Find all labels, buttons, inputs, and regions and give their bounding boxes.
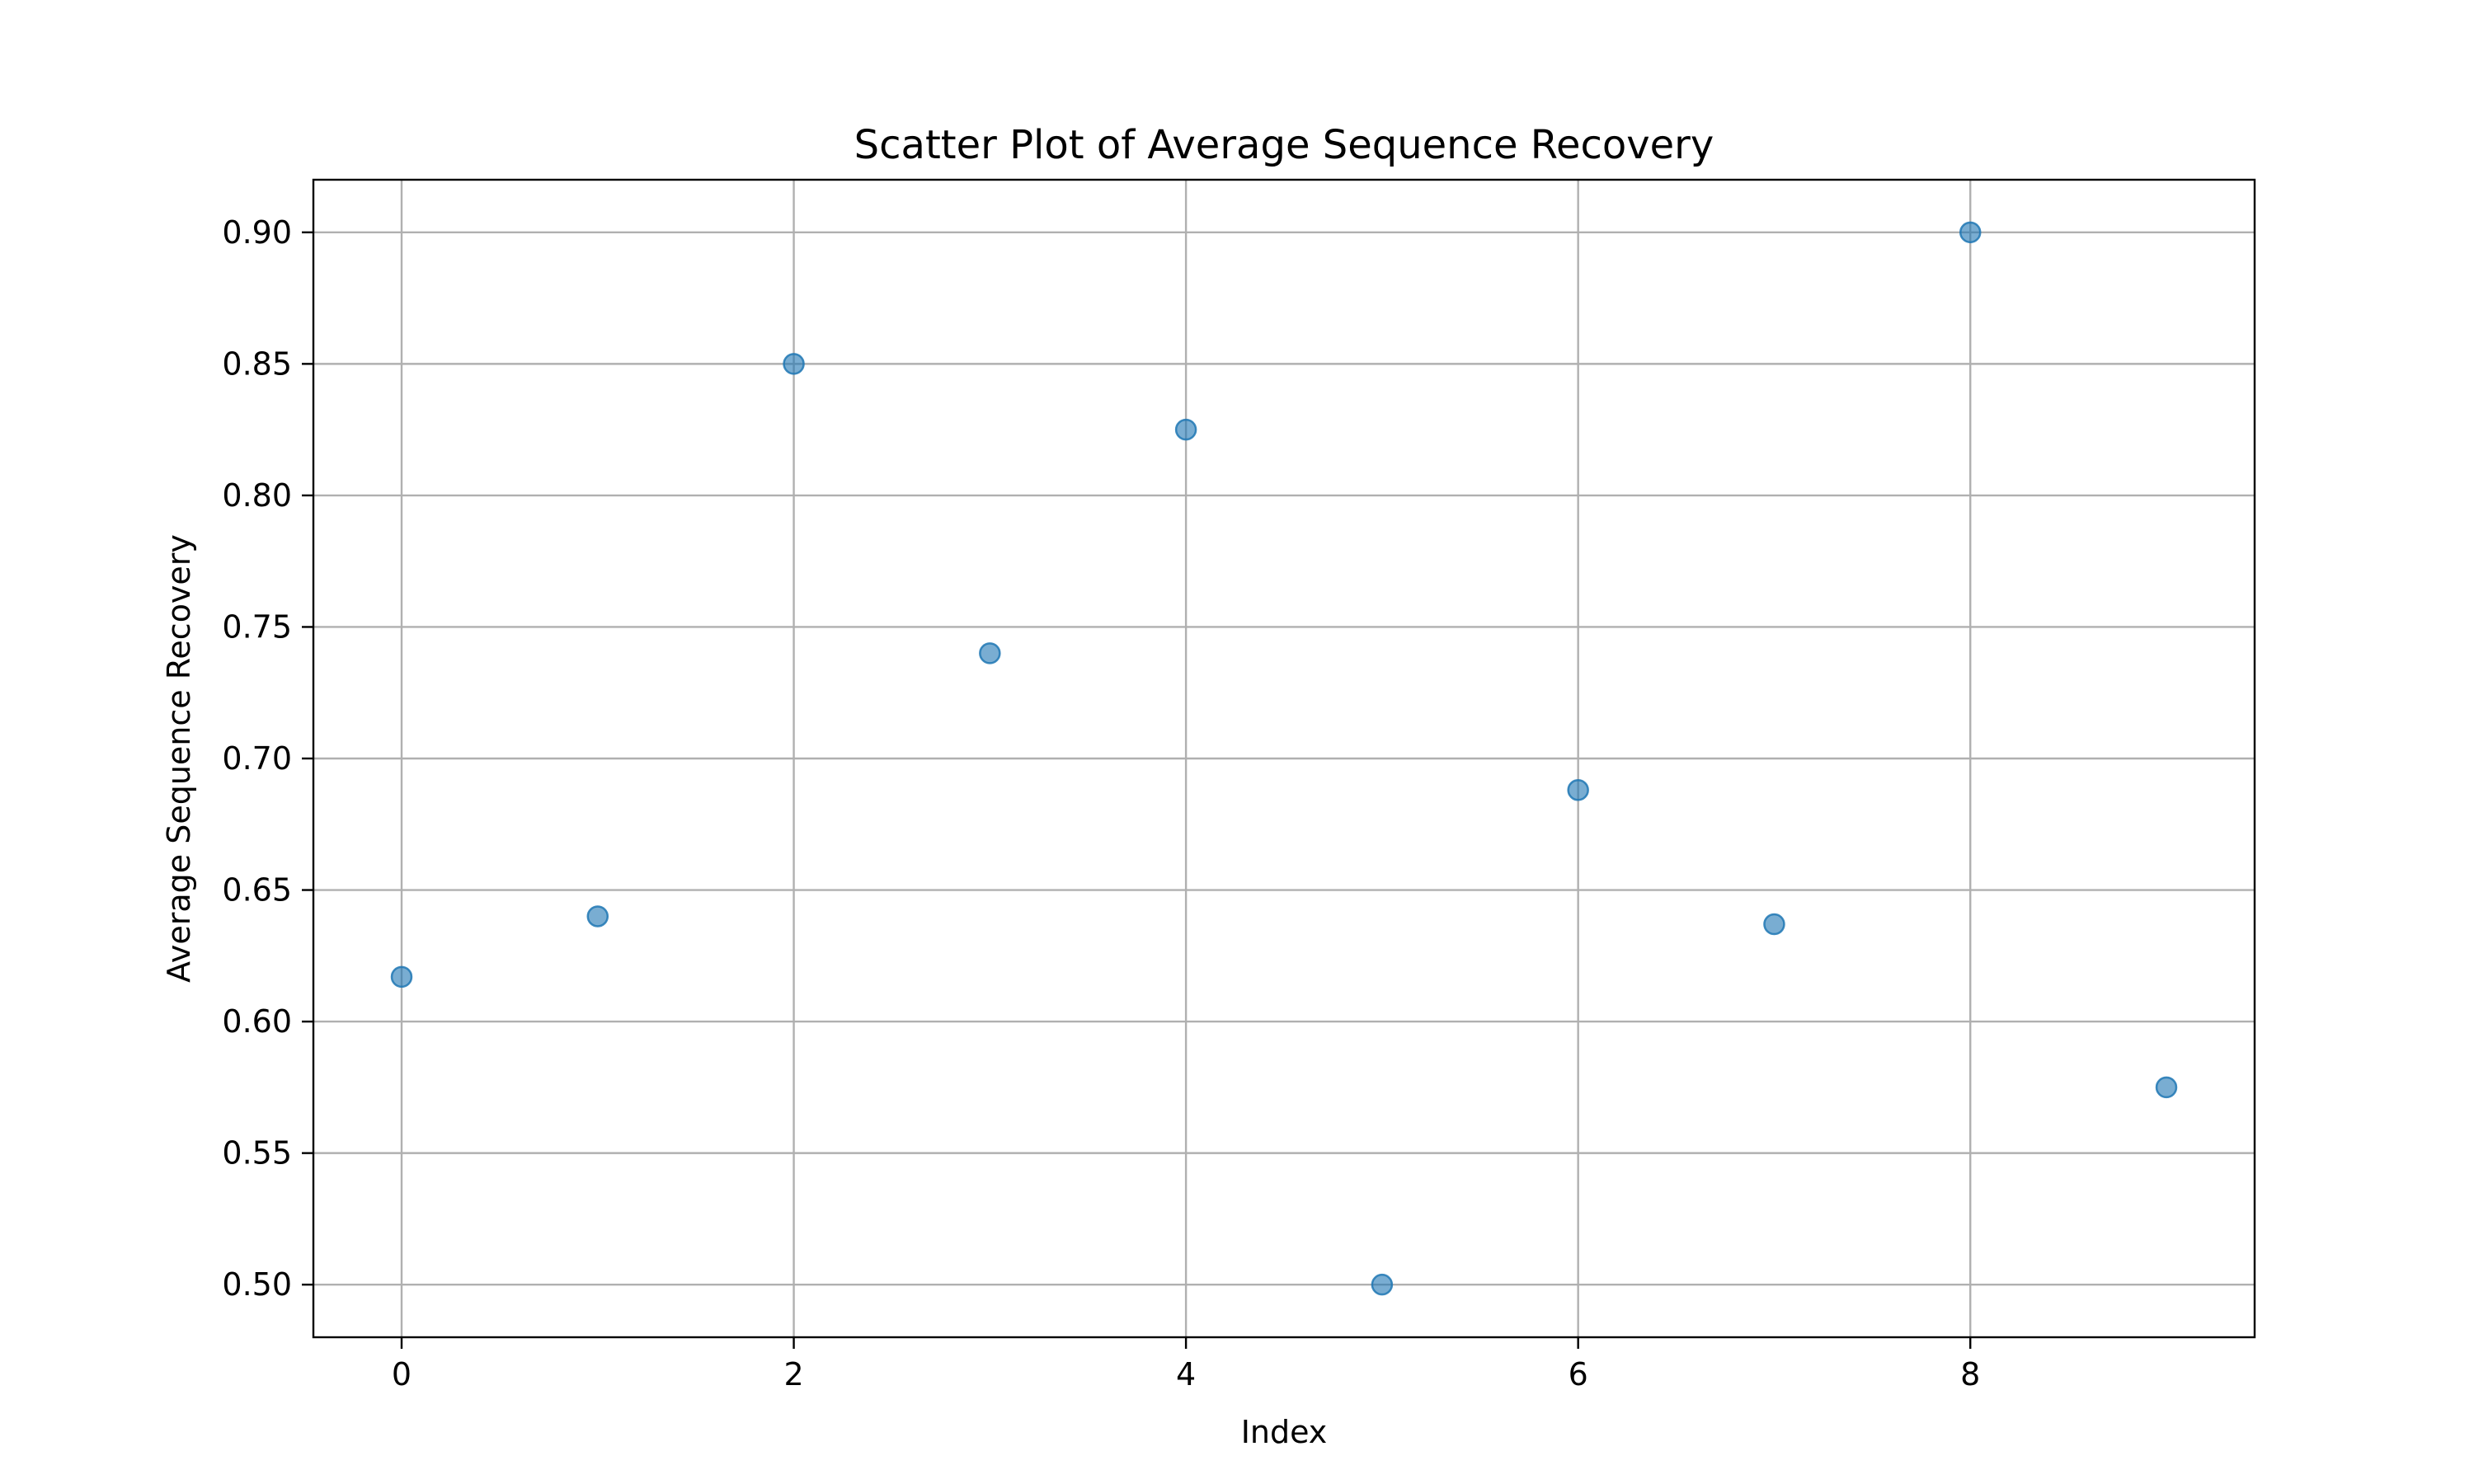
y-tick-label: 0.50 xyxy=(222,1266,292,1303)
tick-layer: 0 2 4 6 8 0.50 0.55 0.60 0.65 0.70 0.75 0.80 0.85 0.9… xyxy=(222,214,1980,1392)
y-tick-label: 0.85 xyxy=(222,345,292,382)
data-point xyxy=(586,905,609,928)
data-point xyxy=(1567,779,1589,801)
x-tick-label: 4 xyxy=(1176,1356,1196,1392)
y-tick-label: 0.80 xyxy=(222,477,292,514)
data-point xyxy=(1763,913,1785,936)
y-tick-label: 0.55 xyxy=(222,1135,292,1172)
data-point xyxy=(979,642,1001,665)
x-tick-label: 6 xyxy=(1569,1356,1588,1392)
plot-frame xyxy=(312,178,2256,1339)
x-tick-label: 8 xyxy=(1960,1356,1980,1392)
data-point xyxy=(1174,418,1197,441)
y-tick-label: 0.75 xyxy=(222,608,292,645)
y-tick-label: 0.60 xyxy=(222,1003,292,1040)
chart-title: Scatter Plot of Average Sequence Recover… xyxy=(854,122,1714,168)
data-point xyxy=(1959,221,1982,244)
y-tick-label: 0.65 xyxy=(222,872,292,909)
data-point xyxy=(2155,1076,2178,1099)
grid-layer xyxy=(313,180,2255,1337)
y-tick-label: 0.70 xyxy=(222,740,292,777)
x-axis-label: Index xyxy=(1241,1414,1328,1450)
x-tick-label: 0 xyxy=(392,1356,412,1392)
y-axis-label: Average Sequence Recovery xyxy=(161,534,197,983)
data-point xyxy=(390,965,413,989)
points-layer xyxy=(390,221,2178,1296)
data-point xyxy=(1371,1273,1394,1296)
x-tick-label: 2 xyxy=(783,1356,803,1392)
data-point xyxy=(783,353,805,375)
y-tick-label: 0.90 xyxy=(222,214,292,251)
